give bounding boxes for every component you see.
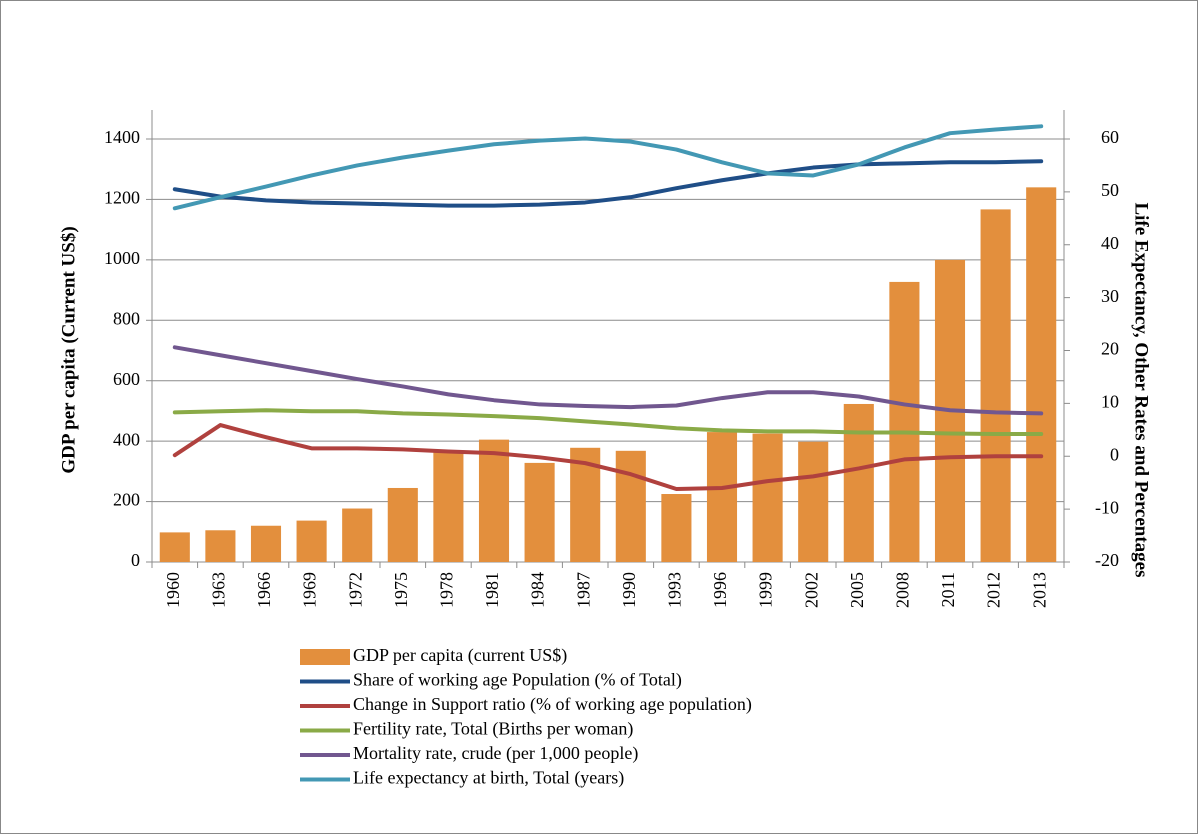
line (172, 408, 1044, 437)
y-tick-label: 0 (131, 550, 140, 570)
x-tick-label: 1993 (665, 572, 685, 608)
legend-label: Change in Support ratio (% of working ag… (353, 694, 752, 715)
y2-tick-label: 0 (1110, 444, 1119, 464)
bar (752, 433, 783, 562)
line (172, 124, 1044, 211)
legend-label: Life expectancy at birth, Total (years) (353, 768, 624, 789)
y-tick-label: 1000 (104, 248, 140, 268)
x-tick-label: 2002 (801, 572, 821, 608)
line (172, 345, 1044, 416)
bar (615, 450, 646, 562)
y2-tick-label: 40 (1101, 233, 1119, 253)
x-tick-label: 1966 (254, 572, 274, 608)
bar (205, 530, 236, 562)
bar (980, 209, 1011, 562)
x-tick-label: 2013 (1029, 572, 1049, 608)
y2-tick-label: 20 (1101, 339, 1119, 359)
line (172, 423, 1044, 492)
x-tick-label: 1978 (437, 572, 457, 608)
y-axis-title: GDP per capita (Current US$) (58, 226, 79, 473)
line (172, 159, 1044, 208)
x-tick-label: 1990 (619, 572, 639, 608)
bar (342, 508, 373, 562)
bar (706, 432, 738, 562)
bar (524, 462, 555, 562)
y-tick-label: 400 (113, 429, 140, 449)
legend-swatch (300, 649, 350, 665)
x-tick-label: 2012 (984, 572, 1004, 608)
y2-tick-label: -20 (1095, 550, 1119, 570)
y-tick-label: 1200 (104, 188, 140, 208)
x-tick-label: 1984 (528, 572, 548, 608)
x-tick-label: 1999 (756, 572, 776, 608)
bar (433, 450, 464, 562)
y-tick-label: 200 (113, 490, 140, 510)
bar (387, 487, 418, 562)
x-tick-label: 2008 (893, 572, 913, 608)
y2-tick-label: 50 (1101, 180, 1119, 200)
bar (798, 441, 829, 562)
x-tick-label: 1987 (573, 572, 593, 608)
legend-label: Mortality rate, crude (per 1,000 people) (353, 743, 638, 764)
y2-tick-label: 30 (1101, 286, 1119, 306)
legend-label: Fertility rate, Total (Births per woman) (353, 719, 633, 740)
x-tick-label: 1981 (482, 572, 502, 608)
y-tick-label: 800 (113, 308, 140, 328)
x-tick-label: 2005 (847, 572, 867, 608)
y-tick-label: 600 (113, 369, 140, 389)
bar (1026, 187, 1057, 563)
bar (159, 532, 190, 562)
bar (478, 439, 510, 562)
y-tick-label: 1400 (104, 127, 140, 147)
bar (250, 525, 282, 562)
y2-tick-label: 60 (1101, 127, 1119, 147)
legend-label: GDP per capita (current US$) (353, 645, 567, 666)
x-tick-label: 1972 (345, 572, 365, 608)
x-tick-label: 1975 (391, 572, 411, 608)
x-tick-label: 1996 (710, 572, 730, 608)
bar (889, 281, 920, 562)
bar (661, 494, 692, 562)
bar (296, 520, 327, 562)
x-tick-label: 1960 (163, 572, 183, 608)
y2-tick-label: -10 (1095, 497, 1119, 517)
y2-tick-label: 10 (1101, 392, 1119, 412)
x-tick-label: 1963 (209, 572, 229, 608)
x-tick-label: 1969 (300, 572, 320, 608)
y2-axis-title: Life Expectancy, Other Rates and Percent… (1131, 202, 1152, 577)
bar (843, 403, 874, 562)
legend-label: Share of working age Population (% of To… (353, 670, 682, 691)
x-tick-label: 2011 (938, 572, 958, 607)
